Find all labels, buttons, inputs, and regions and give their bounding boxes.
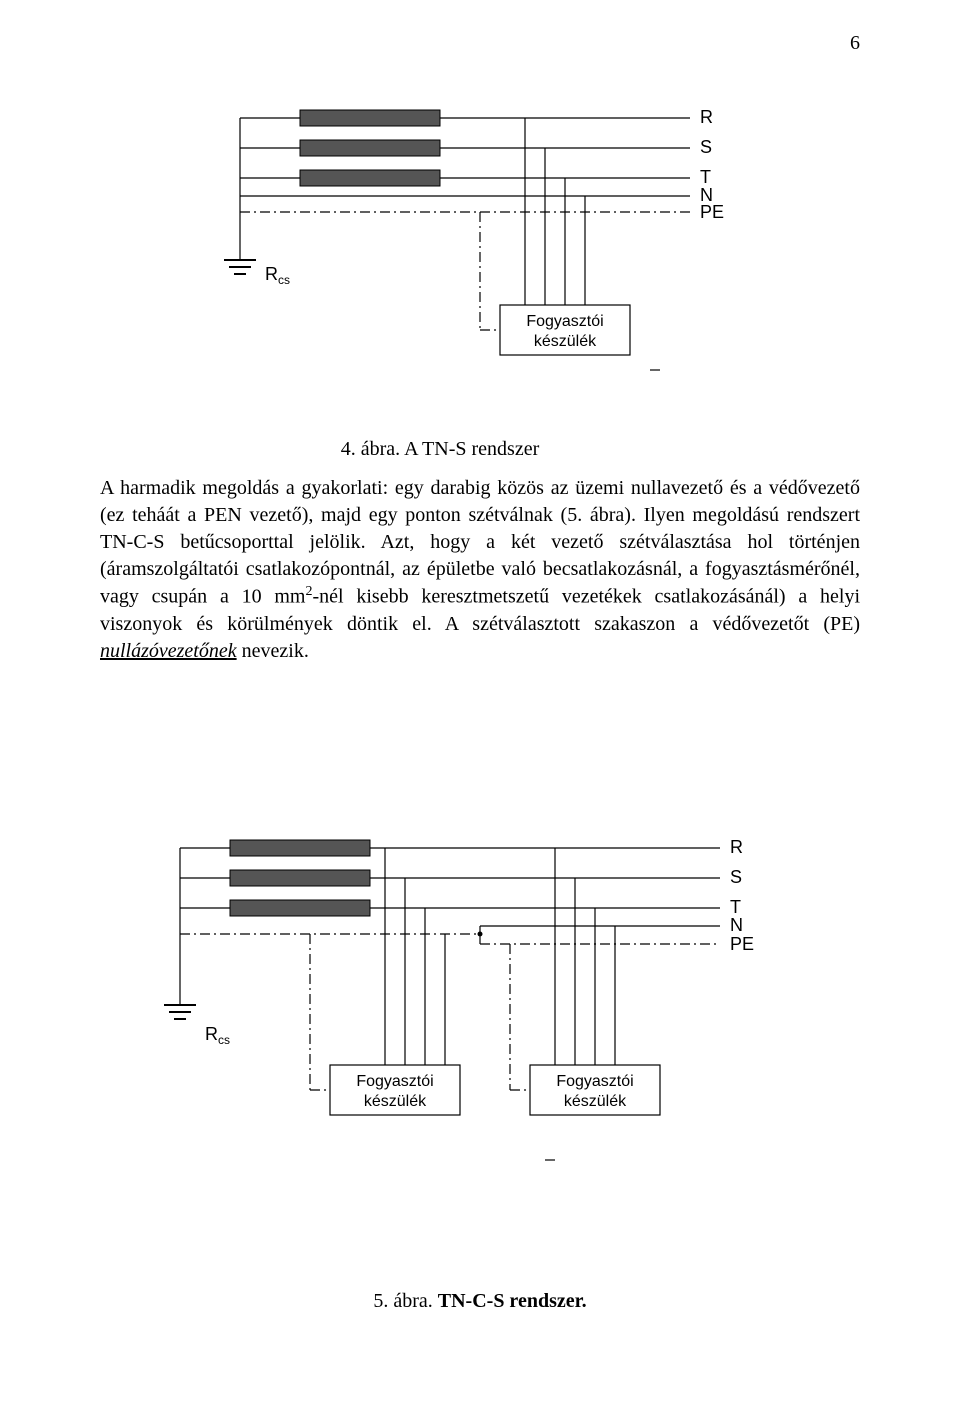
fig4-caption-post: A TN-S rendszer: [404, 438, 539, 460]
label-R: R: [700, 107, 713, 127]
figure-5: R S T N PE Rcs Fogyasztói készülék Fogya…: [130, 830, 830, 1313]
fig5-caption-pre: 5. ábra.: [373, 1290, 437, 1312]
figure-5-svg: R S T N PE Rcs Fogyasztói készülék Fogya…: [130, 830, 830, 1260]
label-S: S: [700, 137, 712, 157]
label5-T: T: [730, 897, 741, 917]
label-T: T: [700, 167, 711, 187]
figure-4: R S T N PE Rcs Fogyasztói készülék 4. áb…: [180, 100, 780, 461]
device5b-label-1: Fogyasztói: [556, 1073, 633, 1090]
label5-Rcs: Rcs: [205, 1024, 230, 1047]
label5-R: R: [730, 837, 743, 857]
figure-5-caption: 5. ábra. TN-C-S rendszer.: [130, 1290, 830, 1313]
device-label-1: Fogyasztói: [526, 313, 603, 330]
label5-PE: PE: [730, 934, 754, 954]
body-paragraph: A harmadik megoldás a gyakorlati: egy da…: [100, 475, 860, 665]
device5b-label-2: készülék: [564, 1093, 627, 1110]
para-c: nevezik.: [237, 640, 309, 662]
page-number: 6: [850, 32, 860, 55]
figure-4-svg: R S T N PE Rcs Fogyasztói készülék: [180, 100, 780, 430]
label-PE: PE: [700, 202, 724, 222]
para-sup: 2: [306, 584, 313, 599]
device5a-label-1: Fogyasztói: [356, 1073, 433, 1090]
fig4-caption-pre: 4. ábra.: [341, 438, 404, 460]
para-underline: nullázóvezetőnek: [100, 640, 237, 662]
label5-S: S: [730, 867, 742, 887]
label5-N: N: [730, 915, 743, 935]
device5a-label-2: készülék: [364, 1093, 427, 1110]
device-label-2: készülék: [534, 333, 597, 350]
label-Rcs: Rcs: [265, 264, 290, 287]
figure-4-caption: 4. ábra. A TN-S rendszer: [100, 438, 780, 461]
fig5-caption-bold: TN-C-S rendszer.: [438, 1290, 587, 1312]
